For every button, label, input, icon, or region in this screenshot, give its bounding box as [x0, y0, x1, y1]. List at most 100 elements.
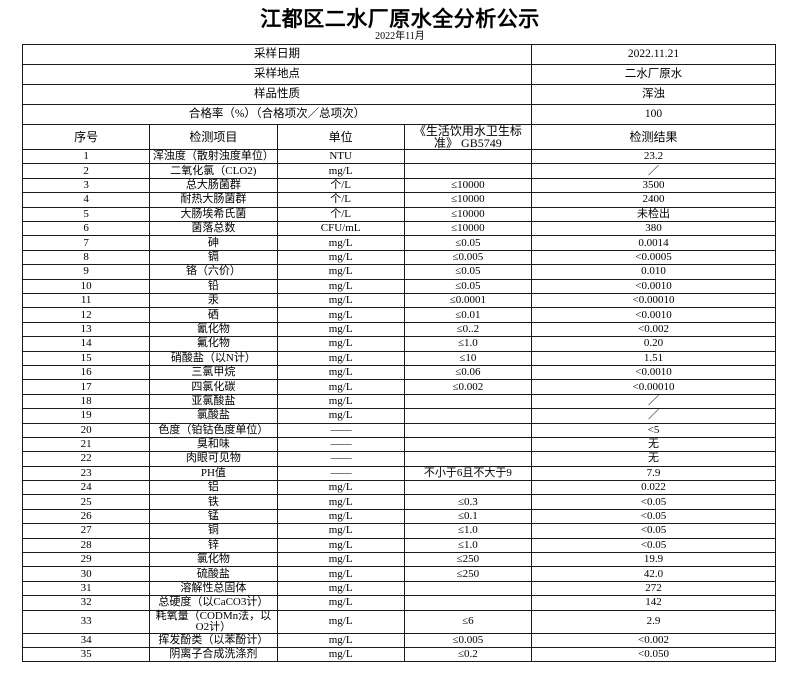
cell-standard: ≤1.0	[403, 523, 533, 539]
cell-unit: mg/L	[276, 379, 405, 395]
cell-seq: 29	[21, 552, 151, 568]
cell-result: <0.00010	[531, 379, 776, 395]
cell-standard: ≤10000	[403, 192, 533, 208]
cell-seq: 21	[21, 436, 151, 453]
cell-result: 380	[531, 221, 776, 237]
cell-item: 氟化物	[149, 336, 278, 352]
cell-result: <0.0005	[531, 249, 776, 266]
cell-item: 大肠埃希氏菌	[149, 206, 278, 223]
cell-standard: ≤0.06	[403, 364, 533, 381]
cell-standard: ≤0.05	[403, 235, 533, 251]
cell-seq: 5	[21, 206, 151, 223]
table-row: 30 硫酸盐 mg/L ≤250 42.0	[21, 566, 776, 582]
cell-seq: 9	[21, 264, 151, 280]
cell-seq: 15	[21, 350, 151, 366]
table-row: 19 氯酸盐 mg/L ／	[21, 408, 776, 424]
table-row: 31 溶解性总固体 mg/L 272	[21, 580, 776, 597]
cell-unit: 个/L	[276, 192, 405, 208]
cell-seq: 28	[21, 537, 151, 554]
cell-unit: mg/L	[276, 595, 405, 611]
column-header-standard: 《生活饮用水卫生标准》 GB5749	[403, 124, 533, 151]
table-row: 17 四氯化碳 mg/L ≤0.002 <0.00010	[21, 379, 776, 395]
meta-value-sampling-date: 2022.11.21	[531, 44, 776, 66]
cell-result: <0.0010	[531, 307, 776, 323]
cell-seq: 17	[21, 379, 151, 395]
cell-standard	[403, 580, 533, 597]
cell-item: 锰	[149, 508, 278, 525]
cell-item: 色度（铂钴色度单位）	[149, 422, 278, 438]
meta-row-sampling-date: 采样日期 2022.11.21	[22, 44, 776, 66]
table-row: 11 汞 mg/L ≤0.0001 <0.00010	[21, 292, 776, 309]
cell-standard: ≤1.0	[403, 336, 533, 352]
cell-result: <0.05	[531, 494, 776, 510]
cell-item: 氰化物	[149, 321, 278, 338]
cell-unit: NTU	[276, 149, 405, 165]
cell-unit: mg/L	[276, 580, 405, 597]
meta-label-sampling-location: 采样地点	[22, 64, 532, 86]
table-row: 12 硒 mg/L ≤0.01 <0.0010	[21, 307, 776, 323]
cell-item: 铬（六价）	[149, 264, 278, 280]
cell-standard: ≤10000	[403, 221, 533, 237]
cell-result: 42.0	[531, 566, 776, 582]
table-row: 3 总大肠菌群 个/L ≤10000 3500	[21, 177, 776, 194]
cell-result: 无	[531, 436, 776, 453]
meta-row-sample-nature: 样品性质 浑浊	[22, 84, 776, 106]
cell-item: 挥发酚类（以苯酚计）	[149, 632, 278, 648]
cell-standard: ≤0.2	[403, 646, 533, 663]
cell-item: 硝酸盐（以N计）	[149, 350, 278, 366]
cell-standard: ≤10000	[403, 177, 533, 194]
cell-unit: mg/L	[276, 508, 405, 525]
cell-item: 二氧化氯（CLO2)	[149, 163, 278, 179]
cell-seq: 31	[21, 580, 151, 597]
cell-result: <0.05	[531, 508, 776, 525]
cell-result: 1.51	[531, 350, 776, 366]
cell-seq: 4	[21, 192, 151, 208]
cell-result: <0.00010	[531, 292, 776, 309]
cell-item: 溶解性总固体	[149, 580, 278, 597]
cell-result: 无	[531, 451, 776, 467]
cell-standard	[403, 480, 533, 496]
cell-item: 砷	[149, 235, 278, 251]
cell-item: 氯酸盐	[149, 408, 278, 424]
cell-standard: ≤0.005	[403, 249, 533, 266]
meta-value-sampling-location: 二水厂原水	[531, 64, 776, 86]
meta-value-sample-nature: 浑浊	[531, 84, 776, 106]
cell-result: 未检出	[531, 206, 776, 223]
cell-result: 23.2	[531, 149, 776, 165]
cell-result: <0.002	[531, 321, 776, 338]
cell-seq: 8	[21, 249, 151, 266]
meta-value-pass-rate: 100	[531, 104, 776, 126]
cell-seq: 20	[21, 422, 151, 438]
table-row: 1 浑浊度（散射浊度单位） NTU 23.2	[21, 149, 776, 165]
cell-result: <0.050	[531, 646, 776, 663]
cell-standard: 不小于6且不大于9	[403, 465, 533, 482]
cell-unit: mg/L	[276, 163, 405, 179]
cell-standard: ≤0.1	[403, 508, 533, 525]
cell-item: 氯化物	[149, 552, 278, 568]
cell-unit: ——	[276, 422, 405, 438]
cell-seq: 19	[21, 408, 151, 424]
cell-standard	[403, 163, 533, 179]
table-row: 15 硝酸盐（以N计） mg/L ≤10 1.51	[21, 350, 776, 366]
table-row: 14 氟化物 mg/L ≤1.0 0.20	[21, 336, 776, 352]
cell-item: PH值	[149, 465, 278, 482]
cell-item: 臭和味	[149, 436, 278, 453]
cell-item: 汞	[149, 292, 278, 309]
table-row: 4 耐热大肠菌群 个/L ≤10000 2400	[21, 192, 776, 208]
cell-unit: mg/L	[276, 307, 405, 323]
column-header-result: 检测结果	[531, 124, 776, 151]
meta-label-pass-rate: 合格率（%）（合格项次／总项次）	[22, 104, 532, 126]
cell-item: 阴离子合成洗涤剂	[149, 646, 278, 663]
cell-item: 镉	[149, 249, 278, 266]
cell-unit: CFU/mL	[276, 221, 405, 237]
table-row: 29 氯化物 mg/L ≤250 19.9	[21, 552, 776, 568]
cell-standard	[403, 408, 533, 424]
table-row: 24 铝 mg/L 0.022	[21, 480, 776, 496]
table-row: 22 肉眼可见物 —— 无	[21, 451, 776, 467]
cell-seq: 22	[21, 451, 151, 467]
cell-seq: 32	[21, 595, 151, 611]
cell-item: 耗氧量（CODMn法，以O2计）	[149, 609, 278, 634]
cell-unit: mg/L	[276, 494, 405, 510]
cell-standard: ≤250	[403, 552, 533, 568]
